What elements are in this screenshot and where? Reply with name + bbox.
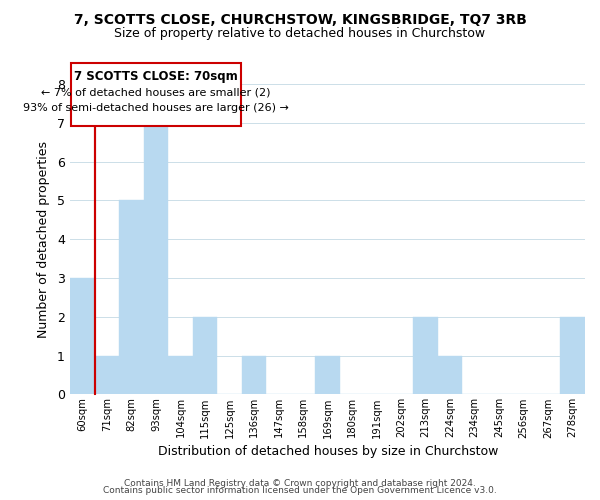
Text: Contains public sector information licensed under the Open Government Licence v3: Contains public sector information licen… <box>103 486 497 495</box>
Bar <box>70 278 95 394</box>
Text: 7, SCOTTS CLOSE, CHURCHSTOW, KINGSBRIDGE, TQ7 3RB: 7, SCOTTS CLOSE, CHURCHSTOW, KINGSBRIDGE… <box>74 12 526 26</box>
Bar <box>193 317 217 394</box>
Y-axis label: Number of detached properties: Number of detached properties <box>37 140 50 338</box>
Bar <box>71 62 241 126</box>
X-axis label: Distribution of detached houses by size in Churchstow: Distribution of detached houses by size … <box>158 444 498 458</box>
Bar <box>95 356 119 395</box>
Bar <box>119 200 144 394</box>
Text: 7 SCOTTS CLOSE: 70sqm: 7 SCOTTS CLOSE: 70sqm <box>74 70 238 84</box>
Bar <box>560 317 585 394</box>
Text: 93% of semi-detached houses are larger (26) →: 93% of semi-detached houses are larger (… <box>23 104 289 114</box>
Bar <box>438 356 463 395</box>
Text: Contains HM Land Registry data © Crown copyright and database right 2024.: Contains HM Land Registry data © Crown c… <box>124 478 476 488</box>
Bar <box>242 356 266 395</box>
Bar <box>169 356 193 395</box>
Bar <box>413 317 438 394</box>
Text: Size of property relative to detached houses in Churchstow: Size of property relative to detached ho… <box>115 28 485 40</box>
Bar <box>144 123 169 394</box>
Text: ← 7% of detached houses are smaller (2): ← 7% of detached houses are smaller (2) <box>41 88 271 98</box>
Bar <box>316 356 340 395</box>
